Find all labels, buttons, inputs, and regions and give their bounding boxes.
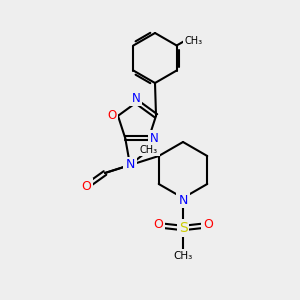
Text: N: N [178, 194, 188, 206]
Text: N: N [132, 92, 140, 104]
Text: O: O [107, 109, 117, 122]
Text: CH₃: CH₃ [173, 251, 193, 261]
Text: N: N [149, 132, 158, 145]
Text: CH₃: CH₃ [184, 35, 202, 46]
Text: S: S [178, 221, 188, 235]
Text: CH₃: CH₃ [140, 145, 158, 155]
Text: N: N [125, 158, 135, 172]
Text: O: O [153, 218, 163, 232]
Text: O: O [203, 218, 213, 232]
Text: O: O [81, 179, 91, 193]
